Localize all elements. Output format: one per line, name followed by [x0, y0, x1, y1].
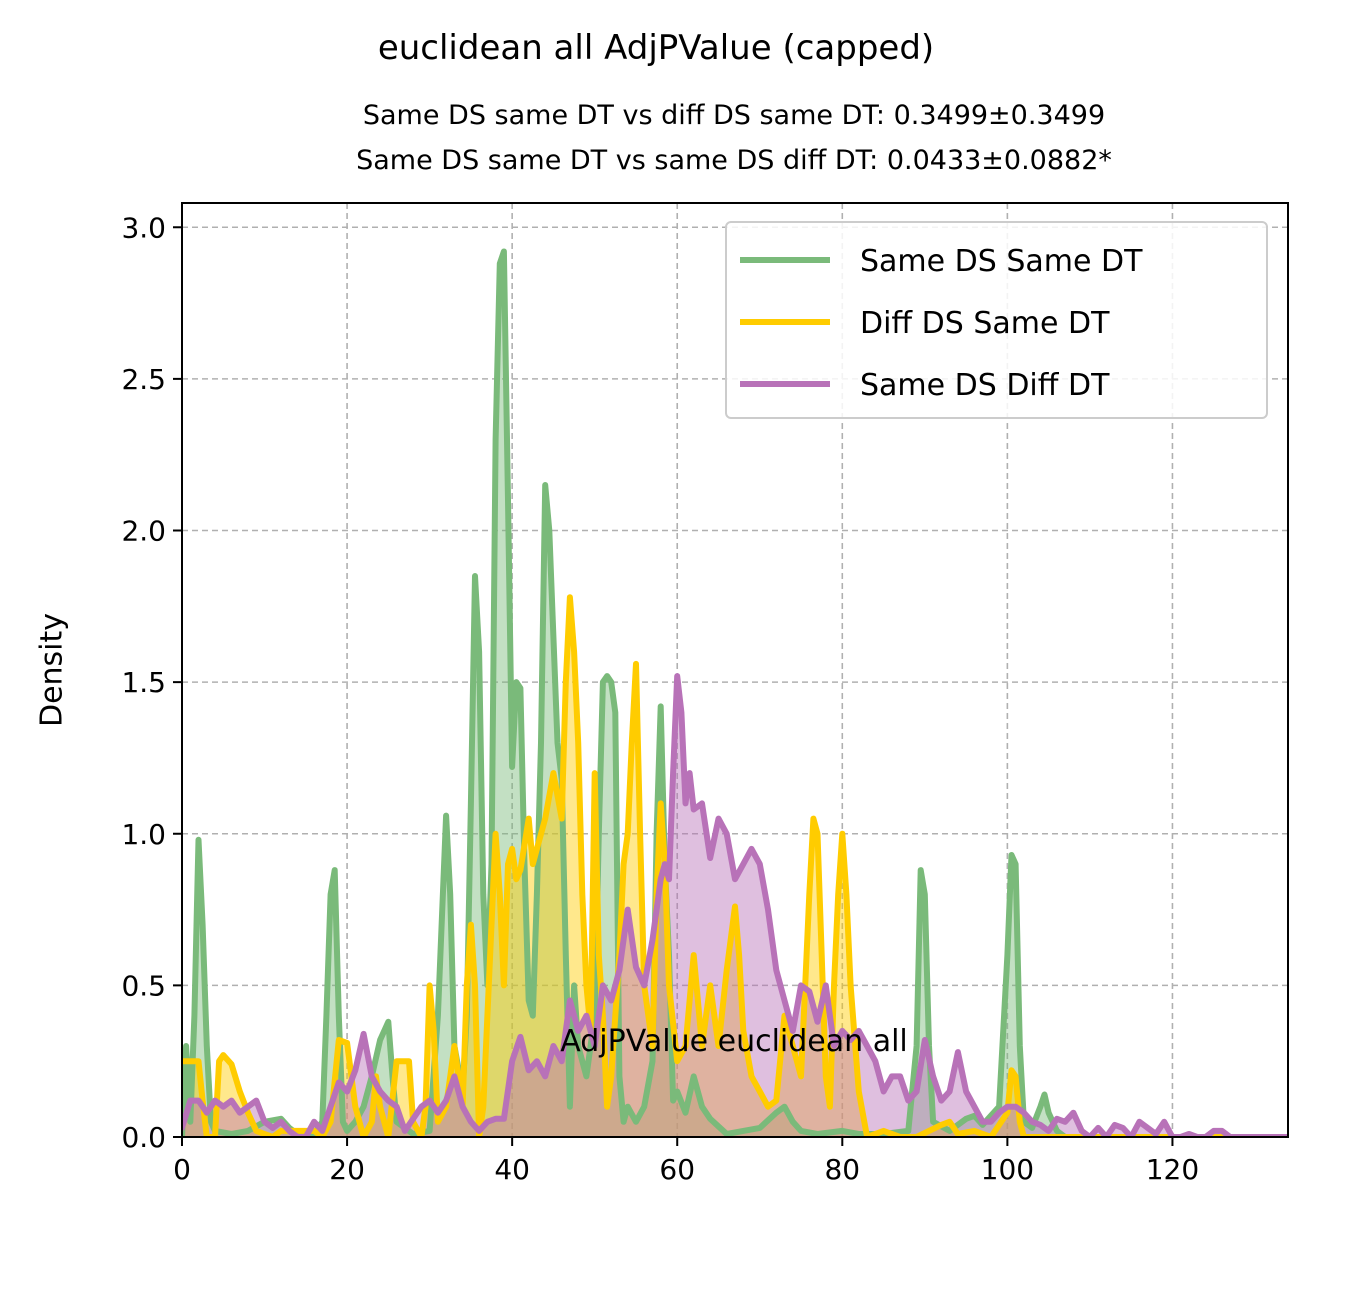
x-tick-label: 40	[494, 1153, 530, 1186]
chart-subtitle-line-1: Same DS same DT vs diff DS same DT: 0.34…	[362, 100, 1106, 131]
legend-box	[725, 221, 1268, 419]
x-axis-ticks: 0 20 40 60 80 100 120	[173, 1137, 1199, 1186]
y-tick-label: 0.0	[121, 1121, 166, 1154]
x-tick-label: 0	[173, 1153, 191, 1186]
series-line-3	[182, 673, 1288, 1137]
legend-label: Diff DS Same DT	[860, 306, 1110, 341]
series-area-2	[182, 597, 1288, 1137]
x-tick-label: 80	[824, 1153, 860, 1186]
y-tick-label: 2.5	[121, 363, 166, 396]
chart-title: euclidean all AdjPValue (capped)	[377, 28, 935, 68]
y-axis-ticks: 0.0 0.5 1.0 1.5 2.0 2.5 3.0	[121, 211, 182, 1154]
x-tick-label: 100	[981, 1153, 1034, 1186]
legend: Same DS Same DT Diff DS Same DT Same DS Di…	[725, 221, 1268, 419]
legend-label: Same DS Same DT	[860, 244, 1143, 279]
y-tick-label: 3.0	[121, 211, 166, 244]
legend-label: Same DS Diff DT	[860, 368, 1110, 403]
y-tick-label: 2.0	[121, 515, 166, 548]
y-axis-label: Density	[34, 612, 70, 728]
x-tick-label: 20	[329, 1153, 365, 1186]
y-tick-label: 1.5	[121, 666, 166, 699]
x-tick-label: 120	[1146, 1153, 1199, 1186]
series-line-1	[182, 248, 1288, 1137]
y-tick-label: 1.0	[121, 818, 166, 851]
chart-subtitle-line-2: Same DS same DT vs same DS diff DT: 0.04…	[356, 145, 1112, 176]
plot-frame	[181, 202, 1289, 1138]
x-tick-label: 60	[659, 1153, 695, 1186]
y-tick-label: 0.5	[121, 969, 166, 1002]
x-axis-label: AdjPValue euclidean all	[560, 1024, 908, 1059]
